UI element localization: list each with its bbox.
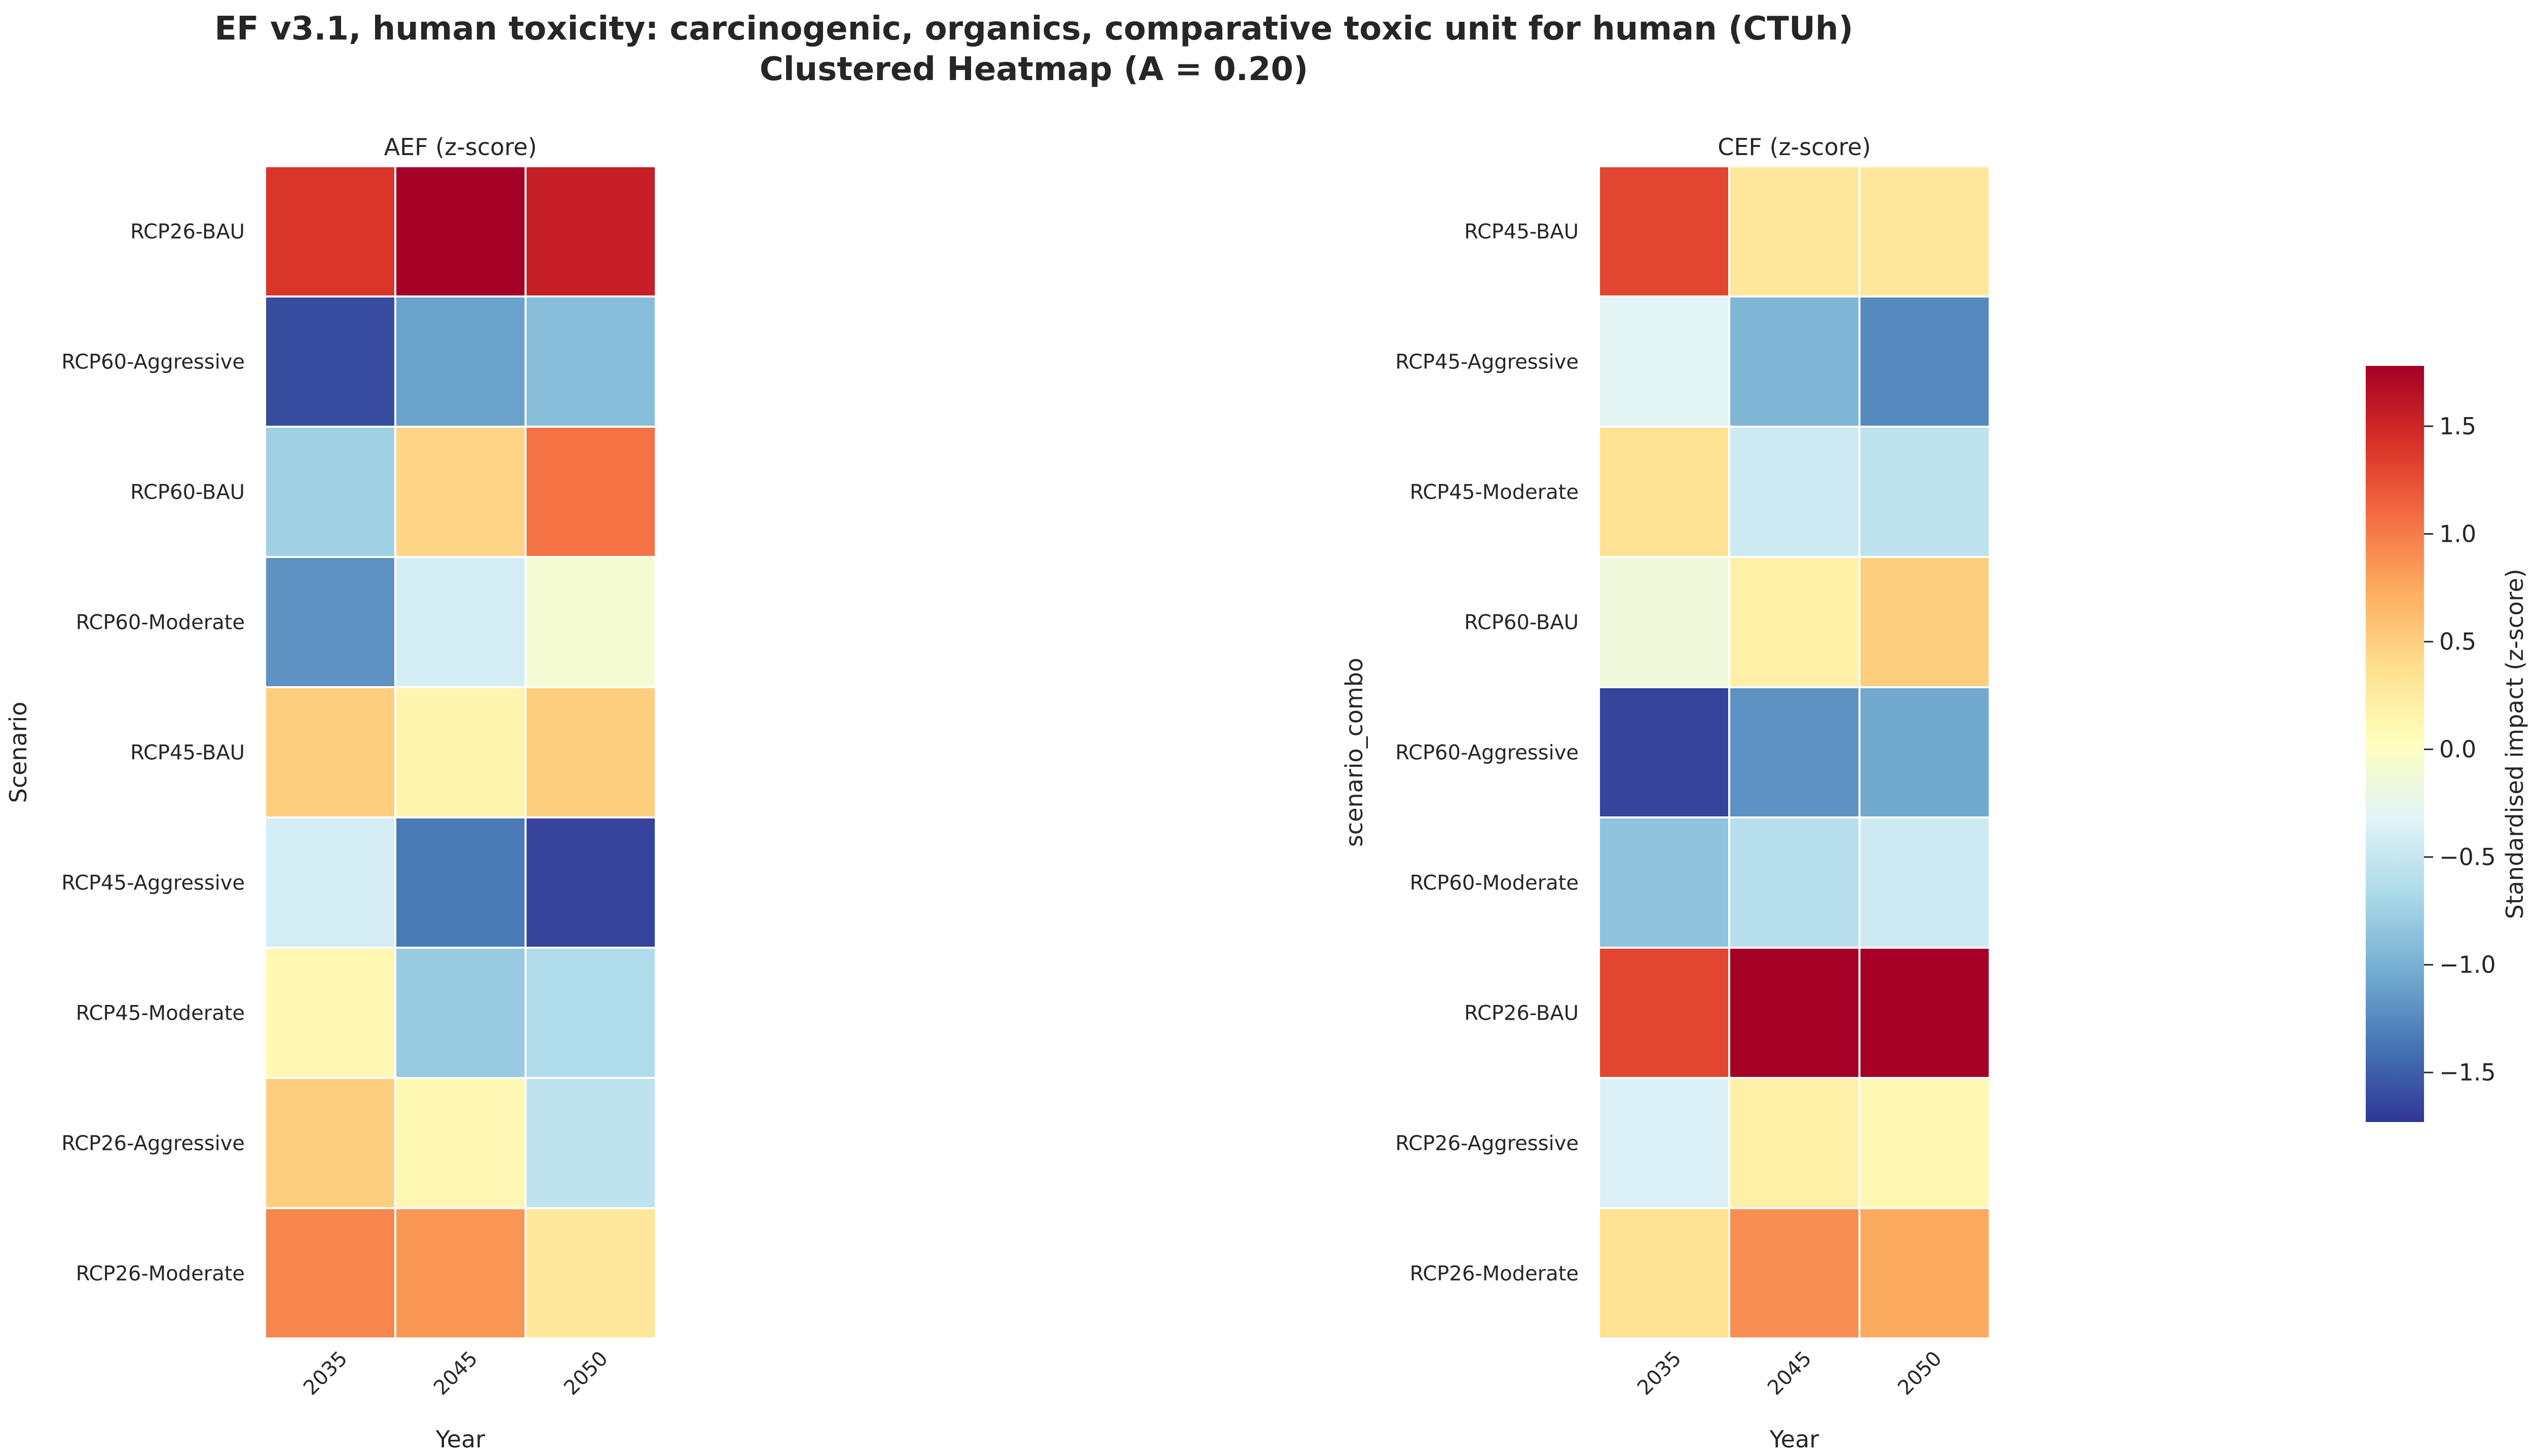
column-tick-label: 2045	[429, 1347, 482, 1400]
colorbar-tick-label: 0.5	[2439, 628, 2476, 655]
heatmap-panel-cef: CEF (z-score) RCP45-BAU RCP45-Aggressive RC…	[1340, 133, 1991, 1453]
heatmap-panel-aef: AEF (z-score) RCP26-BAU RCP60-Aggressive RC…	[5, 133, 657, 1453]
heatmap-cell	[525, 165, 657, 297]
row-label: RCP26-Aggressive	[61, 1132, 245, 1155]
heatmap-cell	[394, 947, 527, 1079]
row-label: RCP26-Moderate	[76, 1262, 245, 1286]
heatmap-cell	[1728, 295, 1860, 428]
row-label: RCP45-Aggressive	[61, 872, 245, 895]
heatmap-cell	[1598, 165, 1730, 297]
row-label: RCP60-Aggressive	[61, 351, 245, 374]
colorbar: 1.5 1.0 0.5 0.0 −0.5 −1.0 −1.5 Standardised im…	[2366, 366, 2528, 1122]
heatmap-cell	[1728, 947, 1860, 1079]
heatmap-cell	[1728, 686, 1860, 818]
heatmap-cell	[264, 686, 396, 818]
row-label: RCP60-Aggressive	[1395, 741, 1579, 765]
row-label: RCP26-BAU	[130, 220, 245, 244]
y-axis-label: scenario_combo	[1340, 658, 1368, 847]
heatmap-cell	[394, 426, 527, 558]
colorbar-tick-label: 1.5	[2439, 413, 2476, 440]
colorbar-tick-label: 1.0	[2439, 520, 2476, 548]
colorbar-tick-label: −1.0	[2439, 951, 2496, 979]
row-label: RCP45-Aggressive	[1395, 351, 1579, 374]
row-label: RCP60-BAU	[130, 481, 245, 504]
heatmap-cell	[525, 816, 657, 949]
heatmap-cell	[394, 1077, 527, 1209]
heatmap-cell	[525, 426, 657, 558]
colorbar-label: Standardised impact (z-score)	[2501, 569, 2528, 919]
heatmap-cell	[1598, 816, 1730, 949]
heatmap-cell	[1858, 426, 1991, 558]
heatmap-cell	[1728, 165, 1860, 297]
x-axis-label: Year	[435, 1426, 485, 1453]
column-tick-label: 2035	[299, 1347, 352, 1400]
heatmap-cell	[1598, 1077, 1730, 1209]
heatmap-cell	[264, 947, 396, 1079]
heatmap-cell	[1728, 816, 1860, 949]
heatmap-cell	[264, 556, 396, 688]
heatmap-cell	[1858, 1077, 1991, 1209]
heatmap-cell	[525, 947, 657, 1079]
heatmap-cell	[394, 556, 527, 688]
heatmap-cell	[264, 295, 396, 428]
heatmap-cell	[1598, 947, 1730, 1079]
heatmap-cell	[394, 165, 527, 297]
heatmap-cell	[525, 1207, 657, 1339]
row-label: RCP60-Moderate	[1410, 872, 1579, 895]
heatmap-cell	[1598, 556, 1730, 688]
y-axis-label: Scenario	[5, 702, 32, 803]
heatmap-cell	[1858, 686, 1991, 818]
heatmap-cell	[264, 1207, 396, 1339]
heatmap-cell	[1598, 686, 1730, 818]
heatmap-cell	[1728, 426, 1860, 558]
row-label: RCP45-Moderate	[76, 1002, 245, 1025]
heatmap-cell	[1858, 1207, 1991, 1339]
heatmap-cell	[1858, 556, 1991, 688]
heatmap-cell	[525, 556, 657, 688]
heatmap-cell	[264, 165, 396, 297]
heatmap-cell	[1728, 1077, 1860, 1209]
colorbar-tick-label: −1.5	[2439, 1059, 2496, 1086]
heatmap-cell	[525, 1077, 657, 1209]
heatmap-cell	[1598, 426, 1730, 558]
column-tick-label: 2035	[1633, 1347, 1686, 1400]
colorbar-gradient	[2366, 366, 2424, 1122]
heatmap-cell	[394, 295, 527, 428]
heatmap-cell	[1728, 1207, 1860, 1339]
heatmap-cell	[1728, 556, 1860, 688]
heatmap-cell	[394, 1207, 527, 1339]
column-tick-label: 2045	[1763, 1347, 1816, 1400]
heatmap-cell	[264, 1077, 396, 1209]
heatmap-cell	[525, 295, 657, 428]
column-tick-label: 2050	[1893, 1347, 1947, 1400]
heatmap-cell	[1858, 165, 1991, 297]
heatmap-cell	[394, 816, 527, 949]
colorbar-tick-label: 0.0	[2439, 736, 2476, 763]
row-label: RCP45-BAU	[1464, 220, 1579, 244]
heatmap-cell	[264, 426, 396, 558]
heatmap-cell	[1858, 947, 1991, 1079]
heatmap-cell	[1858, 816, 1991, 949]
column-tick-label: 2050	[560, 1347, 613, 1400]
heatmap-cell	[264, 816, 396, 949]
heatmap-cell	[525, 686, 657, 818]
row-label: RCP26-Moderate	[1410, 1262, 1579, 1286]
row-label: RCP26-BAU	[1464, 1002, 1579, 1025]
row-label: RCP60-Moderate	[76, 611, 245, 634]
row-label: RCP45-Moderate	[1410, 481, 1579, 504]
heatmap-cell	[1598, 1207, 1730, 1339]
panel-title: AEF (z-score)	[384, 133, 537, 161]
row-label: RCP60-BAU	[1464, 611, 1579, 634]
chart-subtitle: Clustered Heatmap (A = 0.20)	[760, 51, 1308, 88]
heatmap-cell	[394, 686, 527, 818]
panel-title: CEF (z-score)	[1718, 133, 1871, 161]
x-axis-label: Year	[1769, 1426, 1819, 1453]
row-label: RCP45-BAU	[130, 741, 245, 765]
chart-title: EF v3.1, human toxicity: carcinogenic, o…	[214, 10, 1853, 48]
heatmap-cell	[1858, 295, 1991, 428]
row-label: RCP26-Aggressive	[1395, 1132, 1579, 1155]
heatmap-cell	[1598, 295, 1730, 428]
colorbar-tick-label: −0.5	[2439, 843, 2496, 871]
